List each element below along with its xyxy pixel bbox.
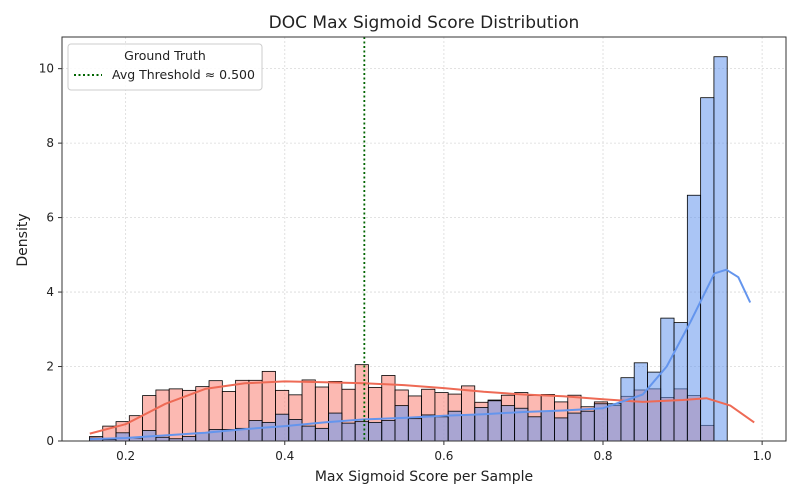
bar-series-1-bin-26 (434, 416, 449, 442)
y-tick-label-0: 0 (46, 434, 54, 448)
bar-series-0-bin-5 (155, 389, 170, 442)
y-tick-label-1: 2 (46, 360, 54, 374)
y-tick-label-4: 8 (46, 136, 54, 150)
bar-series-1-bin-31 (500, 405, 516, 442)
y-tick-label-3: 6 (46, 211, 54, 225)
bar-series-1-bin-19 (341, 422, 356, 442)
kde-curve-salmon (89, 380, 755, 435)
bar-series-1-bin-39 (607, 403, 622, 442)
bar-series-1-bin-36 (567, 412, 582, 442)
bar-series-1-bin-5 (155, 436, 170, 442)
bar-series-1-bin-7 (182, 436, 197, 442)
legend: Ground Truth Avg Threshold ≈ 0.500 (67, 43, 263, 91)
bar-series-1-bin-13 (261, 421, 276, 442)
bar-series-1-bin-28 (461, 414, 476, 442)
bar-series-1-bin-15 (288, 419, 303, 442)
x-axis-label: Max Sigmoid Score per Sample (315, 469, 533, 485)
x-tick-label-2: 0.6 (434, 449, 453, 463)
x-tick-label-0: 0.2 (116, 449, 135, 463)
bar-series-1-bin-40 (620, 377, 635, 442)
bar-series-1-bin-30 (487, 400, 502, 442)
plot-frame (61, 36, 787, 442)
bar-series-1-bin-29 (474, 407, 489, 442)
kde-curve-blue (89, 268, 752, 441)
x-tick-label-1: 0.4 (275, 449, 294, 463)
bar-series-1-bin-18 (328, 412, 343, 442)
bar-series-1-bin-46 (700, 97, 715, 442)
kde-curves (89, 268, 755, 441)
bar-series-1-bin-21 (368, 421, 383, 442)
bar-series-1-bin-12 (248, 420, 263, 442)
bar-series-1-bin-25 (421, 414, 436, 442)
x-tick-label-3: 0.8 (593, 449, 612, 463)
bar-series-1-bin-35 (554, 417, 569, 442)
bar-series-1-bin-43 (660, 317, 675, 442)
bar-series-1-bin-22 (381, 420, 396, 442)
bar-series-1-bin-45 (686, 194, 702, 442)
bar-series-0-bin-6 (168, 388, 183, 442)
bar-series-1-bin-16 (301, 425, 316, 442)
plot-border (61, 36, 787, 442)
bar-series-1-bin-20 (354, 421, 369, 442)
legend-title: Ground Truth (124, 48, 206, 63)
legend-box (67, 43, 263, 91)
chart-title: DOC Max Sigmoid Score Distribution (269, 13, 580, 33)
axis-ticks: 0.2 0.4 0.6 0.8 1.0 0 2 4 6 8 10 (39, 62, 772, 463)
bar-series-1-bin-17 (314, 427, 330, 442)
x-tick-label-4: 1.0 (753, 449, 772, 463)
bar-series-1-bin-47 (713, 56, 728, 442)
grid-lines (62, 37, 786, 442)
legend-threshold-label: Avg Threshold ≈ 0.500 (112, 67, 255, 82)
bar-series-1-bin-37 (580, 410, 595, 442)
bar-series-1-bin-33 (527, 416, 542, 442)
bar-series-1-bin-24 (407, 418, 423, 442)
histogram-bars (89, 56, 728, 442)
y-axis-label: Density (15, 213, 31, 266)
bar-series-1-bin-23 (394, 405, 409, 442)
y-tick-label-5: 10 (39, 62, 54, 76)
bar-series-1-bin-34 (540, 410, 555, 442)
y-tick-label-2: 4 (46, 285, 54, 299)
